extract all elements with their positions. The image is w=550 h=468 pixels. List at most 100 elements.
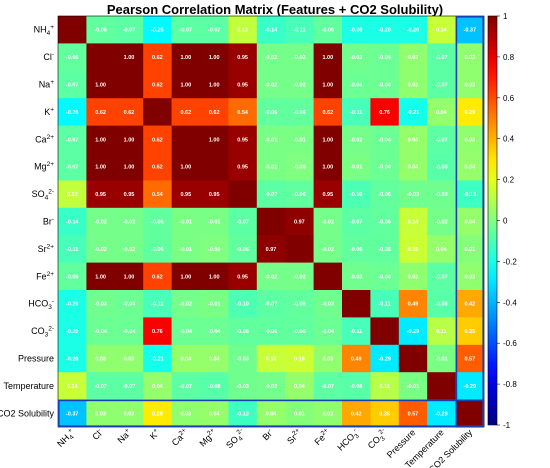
cell-value-label: -0.03 [236, 357, 249, 363]
heatmap-cell [285, 153, 314, 181]
cell-value-label: 1.00 [209, 55, 220, 61]
cell-value-label: -0.06 [66, 55, 79, 61]
heatmap-cell [200, 125, 229, 154]
heatmap-cell [200, 16, 229, 44]
heatmap-cell [342, 317, 371, 346]
heatmap-cell [398, 399, 428, 428]
cell-value-label: 0.14 [266, 357, 278, 363]
x-tick-label: SO42- [224, 427, 249, 452]
heatmap-cell [342, 16, 371, 44]
heatmap-cell [256, 180, 286, 209]
heatmap-cell [427, 344, 456, 373]
heatmap-cell [427, 70, 456, 99]
cell-value-label: 0.04 [464, 220, 476, 226]
cell-value-label: 0.95 [124, 192, 135, 198]
heatmap-cell [256, 43, 286, 72]
heatmap-cell [370, 180, 400, 209]
cell-value-label: -0.07 [123, 384, 136, 390]
heatmap-cell [171, 317, 201, 346]
heatmap-cell [171, 399, 201, 428]
heatmap-cell [398, 70, 428, 99]
cell-value-label: 0.95 [237, 165, 248, 171]
heatmap-cell [58, 98, 87, 126]
heatmap-cell [370, 70, 400, 99]
cell-value-label: -0.07 [435, 55, 448, 61]
cell-value-label: -0.02 [322, 247, 335, 253]
cell-value-label: -0.08 [350, 384, 363, 390]
cell-value-label: 0.35 [464, 329, 475, 335]
cell-value-label: 0.62 [152, 83, 163, 89]
cell-value-label: 0.04 [436, 110, 448, 116]
cell-value-label: 0.57 [464, 357, 475, 363]
cell-value-label: 0.01 [464, 247, 475, 253]
heatmap-cell [200, 98, 229, 126]
heatmap-cell [143, 399, 172, 428]
heatmap-cell [285, 317, 314, 346]
heatmap-cell [256, 153, 286, 181]
heatmap-cell [455, 125, 485, 154]
cell-value-label: -0.37 [66, 411, 79, 417]
cell-value-label: -0.01 [208, 220, 221, 226]
cell-value-label: -0.04 [123, 329, 136, 335]
cell-value-label: 0.04 [209, 357, 221, 363]
heatmap-cell [256, 235, 286, 263]
cell-value-label: -0.06 [265, 110, 278, 116]
heatmap-cell [427, 317, 456, 346]
cell-value-label: 0.62 [322, 110, 333, 116]
cell-value-label: 0.04 [266, 411, 278, 417]
heatmap-cell [285, 372, 314, 400]
heatmap-cell [256, 16, 286, 44]
heatmap-cell [114, 262, 144, 291]
heatmap-cell [114, 235, 144, 263]
heatmap-cell [427, 16, 456, 44]
cell-value-label: -0.37 [464, 28, 477, 34]
y-tick-label: Mg2+ [34, 161, 54, 172]
heatmap-cell [228, 70, 258, 99]
heatmap-cell [114, 290, 144, 318]
heatmap-cell [313, 125, 343, 154]
heatmap-cell [114, 180, 144, 209]
heatmap-cell [114, 344, 144, 373]
heatmap-cell [285, 43, 314, 72]
heatmap-cell [427, 153, 456, 181]
heatmap-cell [285, 235, 314, 263]
cell-value-label: 0.04 [180, 357, 192, 363]
heatmap-cell [200, 153, 229, 181]
cell-value-label: -0.00 [293, 165, 306, 171]
heatmap-cell [313, 399, 343, 428]
cell-value-label: 0.95 [209, 192, 220, 198]
x-tick-label: K+ [147, 427, 162, 442]
heatmap-cell [427, 399, 456, 428]
y-tick-label: HCO3- [28, 298, 54, 311]
cell-value-label: -0.07 [265, 192, 278, 198]
cell-value-label: -0.11 [66, 247, 78, 253]
cell-value-label: -0.11 [350, 110, 362, 116]
heatmap-cell [313, 235, 343, 263]
cell-value-label: -0.07 [94, 384, 107, 390]
cell-value-label: -0.01 [180, 220, 193, 226]
cell-value-label: -0.02 [94, 220, 107, 226]
colorbar-tick-label: -1 [503, 421, 511, 430]
cell-value-label: 0.03 [464, 137, 475, 143]
heatmap-cell [58, 180, 87, 209]
heatmap-cell [58, 125, 87, 154]
heatmap-cell [86, 153, 116, 181]
cell-value-label: -0.07 [123, 28, 136, 34]
heatmap-cell [228, 125, 258, 154]
heatmap-cell [285, 70, 314, 99]
heatmap-cell [200, 399, 229, 428]
cell-value-label: 0.29 [464, 110, 475, 116]
heatmap-cell [114, 399, 144, 428]
heatmap-cell [313, 98, 343, 126]
cell-value-label: 0.95 [237, 274, 248, 280]
x-tick-label: CO32- [365, 427, 390, 452]
heatmap-cell [455, 372, 485, 400]
cell-value-label: -0.01 [435, 357, 448, 363]
cell-value-label: 0.04 [408, 137, 420, 143]
cell-value-label: 1.00 [95, 165, 106, 171]
heatmap-cell [143, 16, 172, 44]
heatmap-cell [200, 207, 229, 236]
heatmap-cell [58, 317, 87, 346]
cell-value-label: 0.14 [408, 220, 420, 226]
heatmap-cell [285, 125, 314, 154]
